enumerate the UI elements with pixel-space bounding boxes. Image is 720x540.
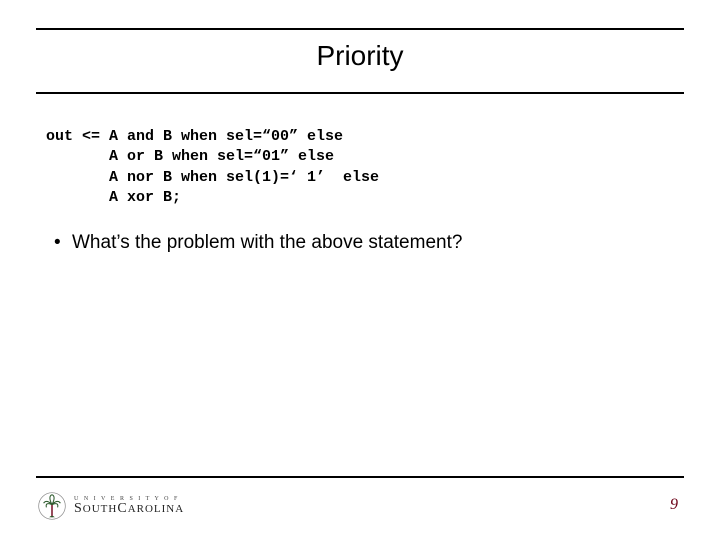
logo-smallcaps: AROLINA <box>128 503 185 515</box>
code-line: out <= A and B when sel=“00” else <box>46 128 343 145</box>
bullet-text: What’s the problem with the above statem… <box>72 230 462 257</box>
rule-footer <box>36 476 684 478</box>
bullet-dot-icon: • <box>54 230 72 257</box>
slide-title: Priority <box>0 40 720 72</box>
logo-letter: C <box>117 501 127 516</box>
code-line: A xor B; <box>46 189 181 206</box>
rule-top <box>36 28 684 30</box>
bullet-item: • What’s the problem with the above stat… <box>54 230 666 257</box>
logo-main: SOUTHCAROLINA <box>74 502 184 516</box>
bullet-list: • What’s the problem with the above stat… <box>54 230 666 257</box>
palmetto-tree-icon <box>38 492 66 520</box>
code-block: out <= A and B when sel=“00” else A or B… <box>46 127 379 208</box>
code-line: A or B when sel=“01” else <box>46 148 334 165</box>
slide: Priority out <= A and B when sel=“00” el… <box>0 0 720 540</box>
logo-letter: S <box>74 501 83 516</box>
logo-smallcaps: OUTH <box>83 503 118 515</box>
rule-under-title <box>36 92 684 94</box>
university-wordmark: U N I V E R S I T Y O F SOUTHCAROLINA <box>74 496 184 516</box>
code-line: A nor B when sel(1)=‘ 1’ else <box>46 169 379 186</box>
page-number: 9 <box>670 496 678 514</box>
university-logo: U N I V E R S I T Y O F SOUTHCAROLINA <box>38 492 184 520</box>
